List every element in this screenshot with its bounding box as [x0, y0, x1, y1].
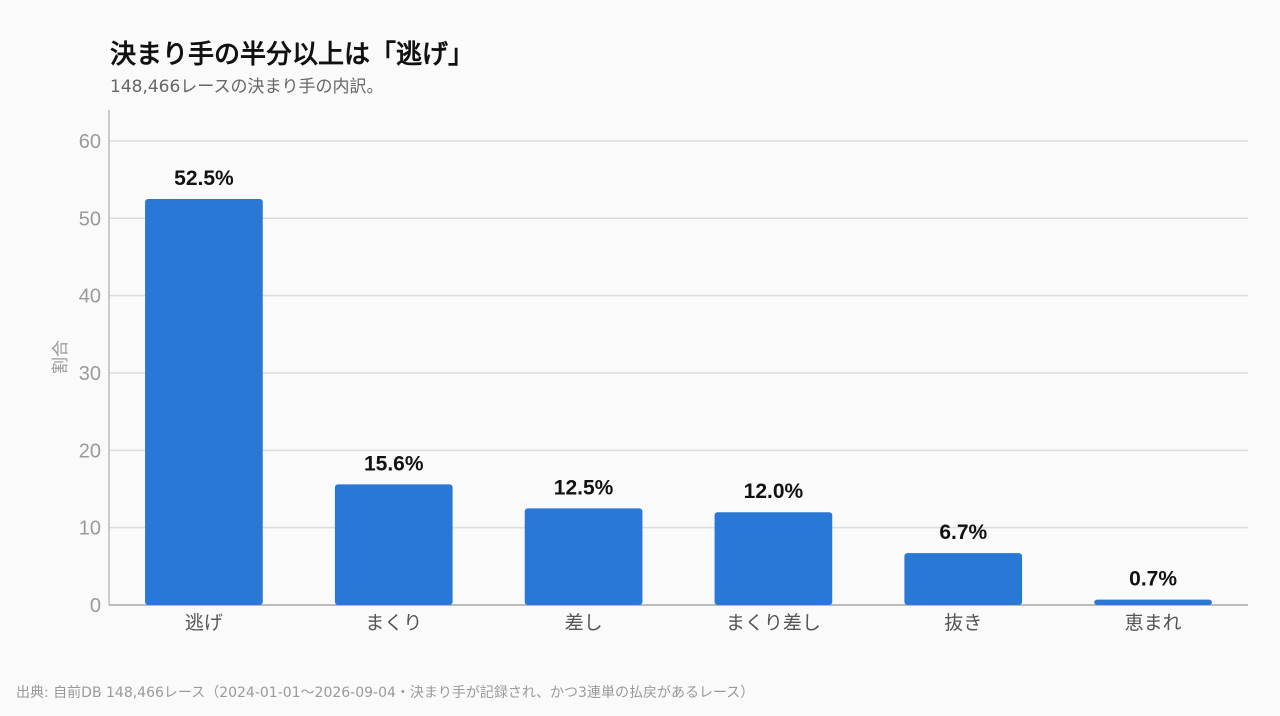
chart-subtitle: 148,466レースの決まり手の内訳。 — [110, 77, 384, 97]
data-label: 12.5% — [554, 476, 614, 499]
y-tick-label: 10 — [79, 518, 101, 540]
y-tick-label: 40 — [79, 286, 101, 308]
x-tick-label: 逃げ — [185, 612, 223, 634]
x-tick-label: 差し — [565, 612, 603, 634]
x-tick-label: まくり — [365, 612, 422, 634]
y-tick-label: 60 — [79, 131, 101, 153]
bar — [904, 553, 1023, 605]
bar — [334, 484, 453, 605]
data-label: 0.7% — [1129, 568, 1177, 591]
y-axis-title: 割合 — [51, 340, 71, 374]
bar — [1094, 599, 1212, 605]
source-note: 出典: 自前DB 148,466レース（2024-01-01〜2026-09-0… — [16, 685, 755, 701]
y-tick-label: 30 — [79, 363, 101, 385]
bar — [145, 198, 263, 605]
y-tick-label: 50 — [79, 208, 101, 230]
y-tick-label: 0 — [90, 595, 101, 617]
data-label: 6.7% — [939, 521, 987, 544]
bar — [524, 508, 643, 605]
chart-title: 決まり手の半分以上は「逃げ」 — [110, 40, 475, 70]
y-tick-label: 20 — [79, 440, 101, 462]
x-tick-label: 恵まれ — [1125, 612, 1182, 634]
data-label: 52.5% — [174, 167, 234, 190]
data-label: 15.6% — [364, 452, 424, 475]
x-tick-label: 抜き — [944, 612, 982, 634]
bar — [714, 512, 833, 605]
data-label: 12.0% — [744, 480, 804, 503]
x-tick-label: まくり差し — [726, 612, 821, 634]
